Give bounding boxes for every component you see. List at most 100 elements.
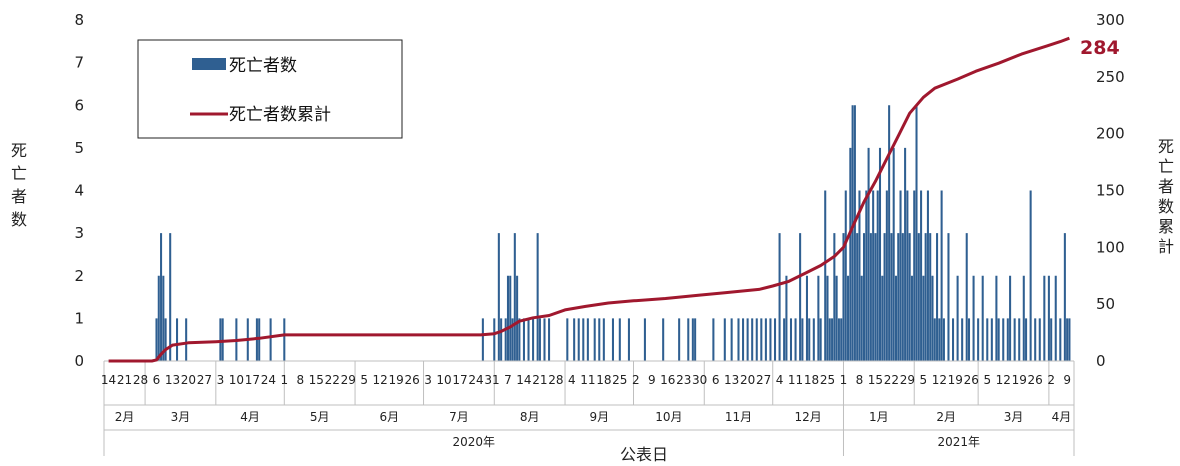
daily-bar <box>851 105 854 361</box>
daily-bar <box>185 318 188 361</box>
daily-bar <box>901 233 904 361</box>
x-day-tick: 30 <box>692 373 707 387</box>
legend-bar-label: 死亡者数 <box>229 56 297 76</box>
daily-bar <box>269 318 272 361</box>
x-day-tick: 12 <box>932 373 947 387</box>
daily-bar <box>885 190 888 361</box>
daily-bar <box>972 275 975 361</box>
daily-bar <box>819 318 822 361</box>
daily-bar <box>938 318 941 361</box>
daily-bar <box>164 318 167 361</box>
x-day-tick: 7 <box>504 373 512 387</box>
daily-bar <box>844 190 847 361</box>
daily-bar <box>1047 275 1050 361</box>
daily-bar <box>723 318 726 361</box>
x-month-tick: 12月 <box>794 410 821 424</box>
daily-bar <box>915 105 918 361</box>
daily-bar <box>967 318 971 361</box>
daily-bar <box>997 318 1000 361</box>
daily-bar <box>824 190 827 361</box>
daily-bar <box>536 233 539 361</box>
x-day-tick: 17 <box>245 373 260 387</box>
x-year-tick: 2020年 <box>452 435 495 449</box>
x-month-tick: 4月 <box>240 410 260 424</box>
daily-bar <box>160 233 163 361</box>
daily-bar <box>527 318 530 361</box>
daily-bar <box>920 190 923 361</box>
x-day-tick: 3 <box>424 373 432 387</box>
daily-bar <box>872 190 875 361</box>
x-day-tick: 5 <box>983 373 991 387</box>
daily-bar <box>940 190 943 361</box>
y-tick-left: 4 <box>74 182 84 200</box>
y-tick-left: 6 <box>74 96 84 114</box>
daily-bar <box>493 318 496 361</box>
x-day-tick: 25 <box>820 373 835 387</box>
daily-bar <box>155 318 158 361</box>
daily-bar <box>785 275 788 361</box>
daily-bar <box>847 275 850 361</box>
y-tick-right: 300 <box>1096 11 1125 29</box>
daily-bar <box>548 318 551 361</box>
daily-bar <box>869 233 872 361</box>
x-day-tick: 14 <box>516 373 531 387</box>
daily-bar <box>730 318 733 361</box>
daily-bar <box>1013 318 1016 361</box>
daily-bar <box>842 233 845 361</box>
daily-bar <box>805 275 808 361</box>
x-day-tick: 14 <box>101 373 116 387</box>
x-day-tick: 19 <box>389 373 404 387</box>
daily-bar <box>176 318 179 361</box>
daily-bar <box>817 275 820 361</box>
x-day-tick: 4 <box>776 373 784 387</box>
daily-bar <box>835 275 838 361</box>
legend-line-label: 死亡者数累計 <box>229 105 331 125</box>
daily-bar <box>169 233 172 361</box>
x-month-tick: 8月 <box>520 410 540 424</box>
daily-bar <box>862 233 866 361</box>
x-month-tick: 10月 <box>655 410 682 424</box>
axis-title-char: 死 <box>1158 137 1174 156</box>
daily-bar <box>876 190 879 361</box>
daily-bar <box>157 275 160 361</box>
daily-bar <box>1034 318 1037 361</box>
x-day-tick: 10 <box>436 373 451 387</box>
daily-bar <box>874 233 877 361</box>
daily-bar <box>961 318 964 361</box>
end-value-label: 284 <box>1080 37 1120 59</box>
daily-bar <box>801 318 804 361</box>
daily-bar <box>860 275 863 361</box>
daily-bar <box>917 233 920 361</box>
daily-bar <box>221 318 224 361</box>
daily-bar <box>746 318 749 361</box>
y-tick-left: 0 <box>74 352 84 370</box>
daily-bar <box>897 233 900 361</box>
y-tick-right: 200 <box>1096 125 1125 143</box>
x-month-tick: 11月 <box>725 410 752 424</box>
y-tick-right: 0 <box>1096 352 1106 370</box>
x-day-tick: 11 <box>788 373 803 387</box>
x-day-tick: 18 <box>596 373 611 387</box>
daily-bar <box>1009 275 1012 361</box>
daily-bar <box>840 318 843 361</box>
x-month-tick: 2月 <box>115 410 135 424</box>
x-day-tick: 1 <box>280 373 288 387</box>
daily-bar <box>760 318 763 361</box>
daily-bar <box>522 318 525 361</box>
x-month-tick: 7月 <box>449 410 469 424</box>
x-day-tick: 16 <box>660 373 675 387</box>
legend-bar-swatch <box>192 58 226 70</box>
daily-bar <box>1068 318 1071 361</box>
daily-bar <box>506 275 510 361</box>
daily-bar <box>543 318 546 361</box>
daily-bar <box>1022 275 1025 361</box>
daily-bar <box>995 275 998 361</box>
x-month-tick: 6月 <box>379 410 399 424</box>
daily-bar <box>573 318 576 361</box>
x-month-tick: 3月 <box>171 410 191 424</box>
daily-bar <box>611 318 614 361</box>
x-day-tick: 29 <box>341 373 356 387</box>
daily-bar <box>509 275 512 361</box>
daily-bar <box>513 233 516 361</box>
daily-bar <box>881 275 884 361</box>
